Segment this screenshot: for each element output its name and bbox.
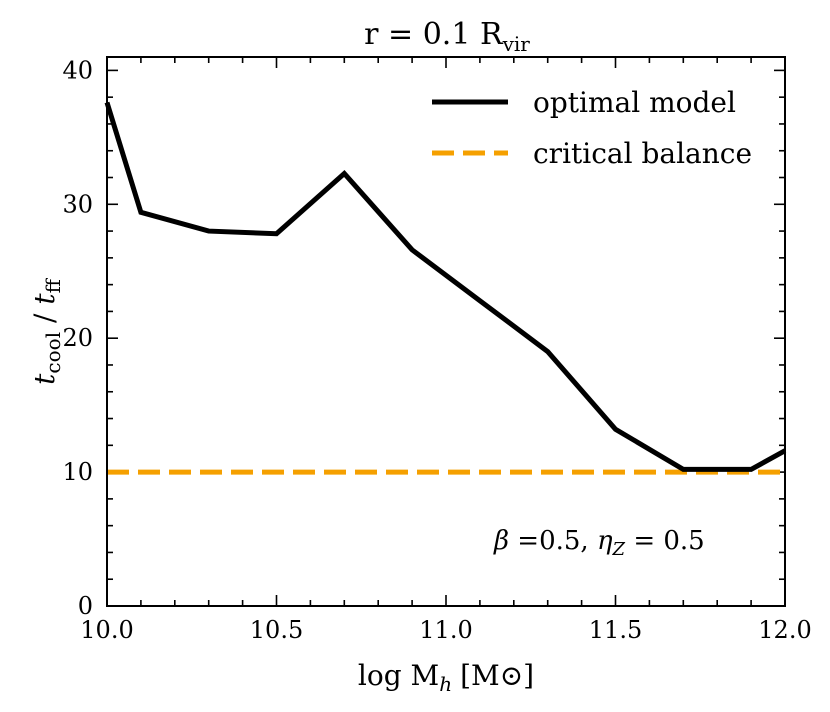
x-tick-label: 11.0 <box>419 616 472 644</box>
x-tick-label: 10.0 <box>80 616 133 644</box>
y-tick-label: 30 <box>62 190 93 218</box>
x-tick-label: 10.5 <box>250 616 303 644</box>
x-axis-label: log Mh [M⊙] <box>358 659 534 696</box>
series-group <box>104 101 787 475</box>
tick-labels: 10.0 10.5 11.0 11.5 12.0 0 10 20 30 40 <box>62 56 811 644</box>
x-tick-label: 11.5 <box>589 616 642 644</box>
y-axis-label: tcool / tff <box>28 277 65 384</box>
chart-title: r = 0.1 Rvir <box>364 17 530 56</box>
series-line-optimal-model <box>104 101 787 472</box>
plot-frame <box>106 56 786 607</box>
legend-label-optimal-model: optimal model <box>533 86 736 119</box>
x-tick-label: 12.0 <box>758 616 811 644</box>
legend-label-critical-balance: critical balance <box>533 137 752 170</box>
y-tick-label: 40 <box>62 56 93 84</box>
legend: optimal model critical balance <box>432 86 752 170</box>
parameter-annotation: β =0.5, ηZ = 0.5 <box>493 526 705 560</box>
y-tick-label: 10 <box>62 458 93 486</box>
y-tick-label: 20 <box>62 324 93 352</box>
y-tick-label: 0 <box>78 592 93 620</box>
